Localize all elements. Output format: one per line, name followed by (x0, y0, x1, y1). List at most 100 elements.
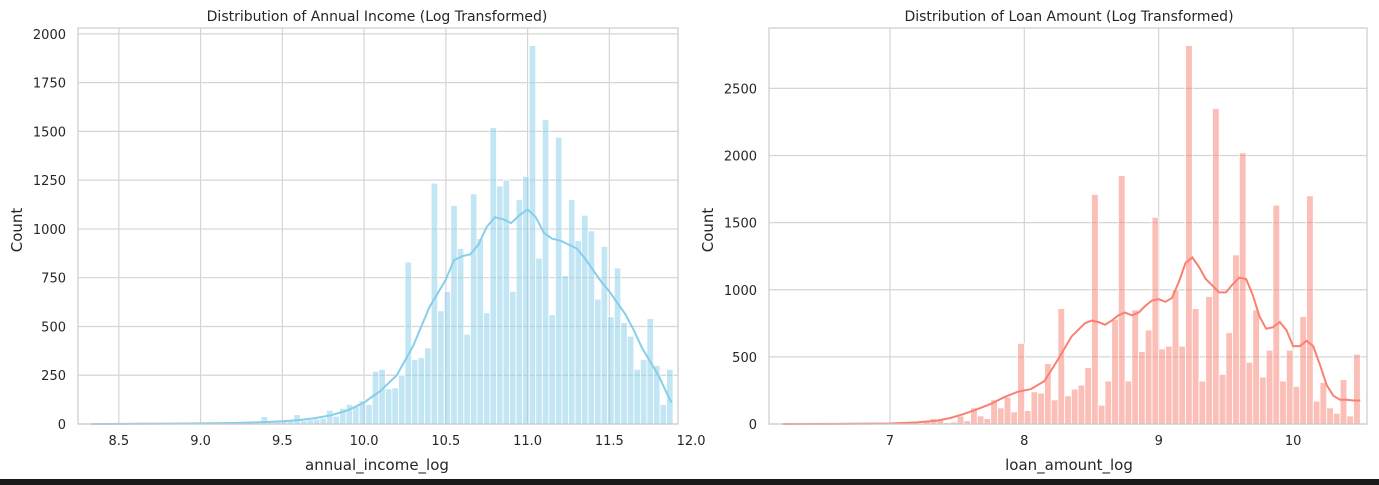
y-tick-label: 1500 (724, 217, 757, 232)
histogram-bar (1265, 349, 1274, 425)
histogram-bar (1070, 388, 1079, 425)
histogram-bar (1084, 367, 1092, 425)
x-tick-label: 8 (1020, 434, 1028, 449)
histogram-bar (1191, 308, 1200, 425)
y-tick-label: 750 (41, 272, 66, 287)
histogram-bar (1312, 400, 1321, 425)
histogram-bar (1117, 175, 1126, 425)
histogram-bar (384, 388, 393, 425)
annual-income-histogram: Distribution of Annual Income (Log Trans… (8, 9, 706, 475)
histogram-bar (404, 261, 412, 425)
histogram-bar (554, 136, 563, 425)
histogram-bar (443, 290, 452, 425)
y-tick-label: 500 (41, 320, 66, 335)
histogram-bar (1057, 308, 1066, 425)
y-tick-labels: 0 500 1000 1500 2000 2500 (724, 82, 757, 433)
x-tick-label: 7 (886, 434, 894, 449)
histogram-bar (1292, 386, 1301, 425)
histogram-bar (1306, 195, 1314, 425)
histogram-bar (1252, 309, 1260, 425)
x-tick-label: 8.5 (109, 434, 130, 449)
histogram-bar (1353, 353, 1361, 425)
histogram-bar (1178, 345, 1186, 425)
histogram-bar (496, 185, 504, 425)
x-axis-label: annual_income_log (305, 456, 449, 475)
histogram-bar (535, 257, 543, 425)
y-tick-label: 0 (749, 418, 757, 433)
histogram-bar (1259, 376, 1267, 425)
histogram-bar (646, 318, 654, 425)
y-tick-label: 2000 (724, 150, 757, 165)
histogram-bar (332, 415, 340, 425)
histogram-bar (1124, 380, 1133, 425)
histogram-bar (568, 199, 576, 425)
histogram-bar (1138, 351, 1146, 425)
histogram-bar (515, 199, 524, 425)
x-tick-label: 11.0 (513, 434, 542, 449)
x-tick-label: 10.5 (431, 434, 460, 449)
histogram-bar (633, 368, 641, 425)
histogram-bar (437, 310, 445, 425)
plot-frame (77, 27, 679, 425)
plot-frame (768, 27, 1368, 425)
histogram-bar (620, 322, 628, 425)
histogram-bar (306, 419, 314, 425)
histogram-bar (613, 267, 622, 425)
histogram-bar (1077, 384, 1086, 425)
y-tick-label: 500 (732, 351, 757, 366)
histogram-bar (450, 205, 458, 425)
histogram-bar (956, 415, 965, 425)
histogram-bar (1205, 296, 1213, 425)
histogram-bar (352, 406, 360, 425)
histogram-bar (1333, 412, 1341, 425)
histogram-bar (1326, 407, 1334, 425)
histogram-bar (983, 418, 992, 425)
histogram-bar (1111, 318, 1119, 425)
histogram-bar (1185, 45, 1193, 425)
x-tick-labels: 8.5 9.0 9.5 10.0 10.5 11.0 11.5 12.0 (109, 434, 706, 449)
histogram-bar (1171, 289, 1180, 425)
y-tick-label: 1000 (33, 223, 66, 238)
histogram-bar (483, 312, 491, 425)
histogram-bar (1225, 332, 1234, 425)
histogram-bar (463, 333, 471, 425)
histogram-bar (1144, 329, 1153, 425)
histogram-bar (1037, 392, 1045, 425)
kde-curve (782, 256, 1361, 425)
histogram-bar (424, 347, 432, 425)
histogram-bar (489, 127, 497, 425)
histogram-bar (626, 335, 635, 425)
y-tick-labels: 0 250 500 750 1000 1250 1500 1750 2000 (33, 28, 66, 433)
histogram-bar (502, 179, 511, 425)
x-tick-label: 10.0 (350, 434, 379, 449)
x-tick-label: 10 (1285, 434, 1302, 449)
histogram-bar (1023, 410, 1032, 425)
histogram-bar (1131, 309, 1139, 425)
histogram-bar (326, 409, 334, 425)
histogram-bar (541, 119, 550, 425)
histogram-bar (1279, 380, 1287, 425)
histogram-bar (1165, 345, 1173, 425)
histogram-bar (371, 370, 380, 425)
histogram-bar (1285, 349, 1294, 425)
y-tick-label: 2500 (724, 82, 757, 97)
histogram-bar (1104, 380, 1113, 425)
histogram-bar (528, 45, 537, 425)
histogram-bar (378, 368, 386, 425)
histogram-bar (1218, 373, 1227, 425)
histogram-bar (319, 417, 327, 425)
histogram-bar (509, 290, 517, 425)
x-tick-labels: 7 8 9 10 (886, 434, 1302, 449)
histogram-bar (365, 404, 373, 425)
histogram-bar (997, 407, 1005, 425)
histogram-bar (1272, 204, 1281, 425)
histogram-bar (411, 359, 419, 425)
histogram-bar (1339, 379, 1348, 425)
histogram-bar (561, 275, 569, 425)
y-tick-label: 0 (58, 418, 66, 433)
histogram-bar (600, 246, 609, 425)
x-tick-label: 11.5 (595, 434, 624, 449)
histogram-bar (639, 359, 648, 425)
histogram-bar (1091, 194, 1099, 425)
histogram-bar (1238, 152, 1247, 425)
